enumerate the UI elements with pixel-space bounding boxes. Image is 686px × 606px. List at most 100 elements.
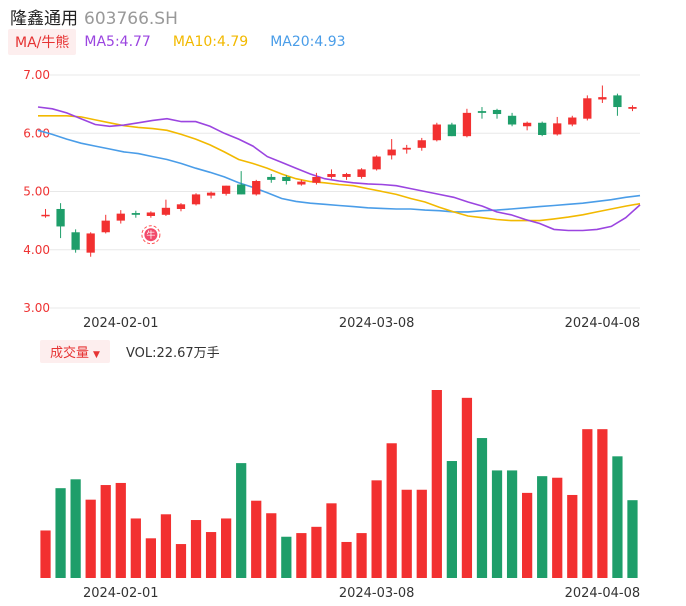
candle bbox=[221, 185, 231, 196]
candle-body bbox=[221, 185, 231, 194]
candle bbox=[252, 179, 261, 196]
stock-name: 隆鑫通用 bbox=[10, 9, 78, 29]
candle bbox=[402, 144, 411, 154]
volume-bar bbox=[612, 456, 623, 578]
volume-bar bbox=[371, 480, 382, 578]
volume-bar bbox=[311, 526, 322, 578]
candle bbox=[492, 108, 502, 119]
candle-body bbox=[583, 98, 592, 119]
candle-body bbox=[628, 107, 637, 109]
candle bbox=[628, 105, 637, 112]
candle bbox=[86, 232, 95, 257]
volume-bar bbox=[251, 500, 262, 578]
y-tick-label: 6.00 bbox=[23, 126, 50, 140]
volume-bar bbox=[567, 494, 578, 578]
candle-body bbox=[477, 111, 487, 113]
candle-body bbox=[342, 174, 351, 177]
candle-body bbox=[538, 122, 547, 135]
stock-header: 隆鑫通用 603766.SH bbox=[10, 4, 178, 29]
candle-body bbox=[161, 207, 171, 215]
candle-body bbox=[387, 149, 396, 156]
candle bbox=[432, 122, 441, 142]
volume-bar bbox=[326, 503, 337, 578]
volume-bar bbox=[266, 513, 277, 578]
volume-bar bbox=[537, 476, 548, 578]
volume-bar bbox=[236, 463, 247, 578]
candle-body bbox=[417, 140, 426, 148]
candle-body bbox=[372, 156, 381, 170]
ma10-value: MA10:4.79 bbox=[172, 34, 249, 50]
volume-bar bbox=[431, 390, 442, 578]
ma-legend: MA/牛熊 MA5:4.77 MA10:4.79 MA20:4.93 bbox=[8, 29, 346, 55]
candle-body bbox=[131, 213, 140, 215]
candle bbox=[146, 211, 156, 218]
candle bbox=[417, 137, 426, 151]
candle bbox=[598, 85, 607, 103]
candle bbox=[237, 171, 246, 195]
candle bbox=[161, 199, 171, 216]
volume-bar bbox=[506, 470, 518, 578]
volume-bar bbox=[175, 544, 187, 578]
candle bbox=[538, 121, 547, 137]
candle-body bbox=[116, 213, 125, 221]
bull-marker: 牛 bbox=[141, 225, 161, 245]
x-tick-label: 2024-03-08 bbox=[339, 586, 415, 601]
volume-bar bbox=[145, 538, 156, 578]
candle bbox=[357, 168, 366, 179]
candle-body bbox=[191, 194, 201, 205]
candle-body bbox=[101, 220, 110, 233]
date-axis-top: 2024-02-01 2024-03-08 2024-04-08 bbox=[83, 316, 640, 331]
candle-body bbox=[146, 212, 156, 216]
candle bbox=[447, 122, 457, 137]
volume-bar bbox=[281, 536, 292, 578]
candle-body bbox=[176, 204, 186, 209]
candle bbox=[101, 214, 110, 234]
x-tick-label: 2024-02-01 bbox=[83, 586, 159, 601]
volume-bar bbox=[221, 518, 232, 578]
volume-bar bbox=[552, 477, 563, 578]
moving-average-lines bbox=[37, 106, 641, 232]
candle-body bbox=[267, 176, 276, 180]
ma20-line bbox=[37, 129, 641, 213]
volume-bar bbox=[341, 541, 352, 578]
volume-bar bbox=[401, 489, 412, 578]
candle bbox=[568, 115, 577, 127]
candle-body bbox=[553, 123, 562, 135]
volume-bar bbox=[491, 470, 503, 578]
volume-bar bbox=[70, 479, 81, 578]
candle-body bbox=[598, 97, 607, 100]
volume-bar bbox=[130, 518, 141, 578]
x-tick-label: 2024-04-08 bbox=[565, 316, 641, 331]
candle bbox=[553, 116, 562, 136]
ma-indicator-selector[interactable]: MA/牛熊 bbox=[8, 29, 77, 55]
candle-body bbox=[206, 192, 216, 196]
y-tick-label: 5.00 bbox=[23, 185, 50, 199]
dropdown-caret-icon: ▼ bbox=[93, 349, 100, 360]
volume-value: VOL:22.67万手 bbox=[125, 345, 220, 361]
volume-bar bbox=[476, 438, 488, 578]
candle bbox=[583, 95, 592, 121]
candle bbox=[613, 93, 622, 116]
candle bbox=[327, 169, 336, 179]
candle-body bbox=[507, 115, 517, 125]
candle bbox=[477, 107, 487, 119]
candle bbox=[71, 229, 80, 253]
volume-bar bbox=[160, 514, 172, 578]
volume-bar bbox=[115, 482, 126, 578]
volume-bar bbox=[205, 532, 217, 578]
x-tick-label: 2024-04-08 bbox=[565, 586, 641, 601]
volume-bar bbox=[416, 489, 427, 578]
volume-bar bbox=[190, 520, 202, 578]
candle bbox=[267, 174, 276, 183]
candle bbox=[191, 193, 201, 206]
candle-body bbox=[86, 233, 95, 253]
volume-legend: 成交量 ▼ VOL:22.67万手 bbox=[40, 339, 220, 363]
candle-body bbox=[568, 117, 577, 125]
candle-body bbox=[402, 147, 411, 150]
volume-bar bbox=[356, 533, 367, 578]
ma10-line bbox=[38, 115, 641, 222]
volume-bar bbox=[85, 499, 96, 578]
volume-indicator-selector[interactable]: 成交量 ▼ bbox=[40, 339, 110, 363]
x-tick-label: 2024-02-01 bbox=[83, 316, 159, 331]
